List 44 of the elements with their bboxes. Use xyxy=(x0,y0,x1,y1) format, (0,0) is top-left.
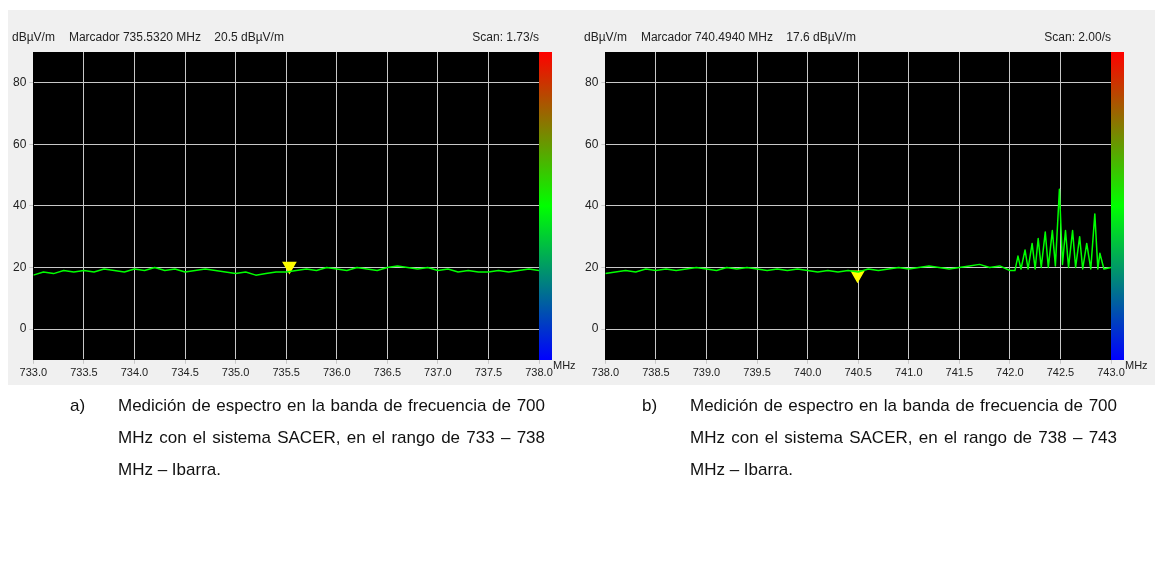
x-tick-label: 737.5 xyxy=(474,366,503,379)
y-tick-label: 0 xyxy=(19,321,27,336)
x-tick-label: 741.0 xyxy=(894,366,923,379)
x-tick-label: 738.5 xyxy=(642,366,670,379)
text: Scan: 1.73/s xyxy=(472,30,539,45)
y-tick-label: 40 xyxy=(12,198,27,213)
y-axis-title: dBµV/m xyxy=(12,30,55,45)
x-tick-label: 736.5 xyxy=(373,366,402,379)
x-tick-label: 741.5 xyxy=(945,366,974,379)
x-axis-title: MHz xyxy=(1125,358,1148,371)
y-tick-label: 80 xyxy=(584,75,599,90)
x-tick-label: 734.5 xyxy=(171,366,199,379)
y-tick-label: 80 xyxy=(12,75,27,90)
text: b) xyxy=(642,395,658,417)
text: Medición de espectro en la banda de frecuencia de 700 MHz con el sistema SACER, en el rango de 738 – 743 MHz – Ibarra. xyxy=(690,395,1117,481)
text: Marcador 735.5320 MHz 20.5 dBµV/m xyxy=(68,30,284,45)
x-tick-label: 738.0 xyxy=(525,366,553,379)
x-tick-label: 739.0 xyxy=(692,366,721,379)
y-axis-title: dBµV/m xyxy=(584,30,627,45)
x-tick-label: 733.5 xyxy=(70,366,98,379)
x-axis-title: MHz xyxy=(553,358,576,371)
x-tick-label: 735.5 xyxy=(272,366,300,379)
y-tick-label: 60 xyxy=(12,136,27,151)
x-tick-label: 736.0 xyxy=(322,366,351,379)
y-tick-label: 20 xyxy=(12,259,27,274)
text: Medición de espectro en la banda de frecuencia de 700 MHz con el sistema SACER, en el rango de 733 – 738 MHz – Ibarra. xyxy=(118,395,545,481)
x-tick-label: 742.5 xyxy=(1046,366,1075,379)
text: Marcador 740.4940 MHz 17.6 dBµV/m xyxy=(640,30,856,45)
text: a) xyxy=(70,395,86,417)
x-tick-label: 734.0 xyxy=(120,366,149,379)
text: Scan: 2.00/s xyxy=(1044,30,1111,45)
x-tick-label: 738.0 xyxy=(591,366,620,379)
x-tick-label: 733.0 xyxy=(19,366,48,379)
x-tick-label: 735.0 xyxy=(221,366,250,379)
y-tick-label: 0 xyxy=(591,321,599,336)
x-tick-label: 742.0 xyxy=(996,366,1024,379)
x-tick-label: 740.5 xyxy=(844,366,872,379)
y-tick-label: 40 xyxy=(584,198,599,213)
x-tick-label: 740.0 xyxy=(793,366,822,379)
y-tick-label: 20 xyxy=(584,259,599,274)
x-tick-label: 739.5 xyxy=(743,366,771,379)
y-tick-label: 60 xyxy=(584,136,599,151)
x-tick-label: 743.0 xyxy=(1097,366,1125,379)
x-tick-label: 737.0 xyxy=(424,366,452,379)
